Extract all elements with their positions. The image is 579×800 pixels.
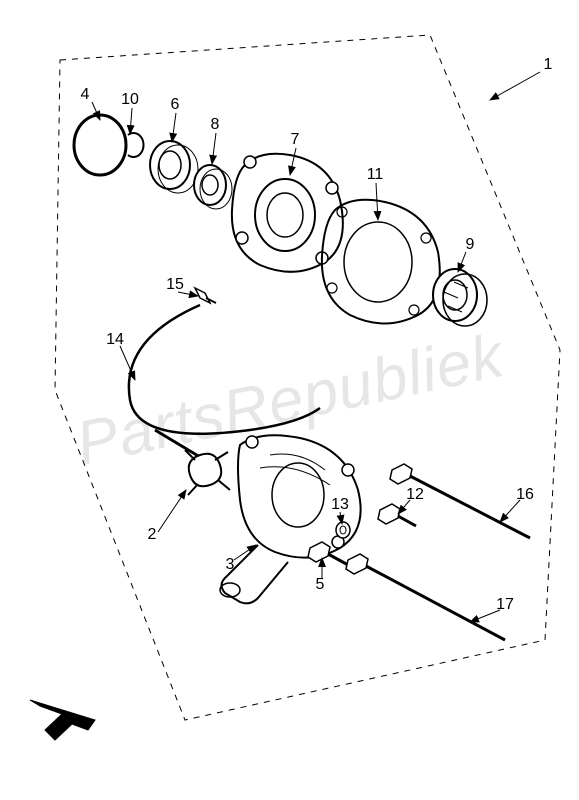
- callout-17: 17: [496, 596, 514, 614]
- part-o-ring: [74, 115, 126, 175]
- callout-15: 15: [166, 276, 184, 294]
- callout-1: 1: [544, 56, 553, 74]
- callout-13: 13: [331, 496, 349, 514]
- part-washer: [336, 522, 350, 538]
- callout-4: 4: [81, 86, 90, 104]
- part-pump-housing: [220, 435, 361, 603]
- callout-3: 3: [226, 556, 235, 574]
- part-bolt-long-lower: [346, 554, 505, 640]
- callout-12: 12: [406, 486, 424, 504]
- view-direction-arrow: [30, 700, 95, 740]
- callout-5: 5: [316, 576, 325, 594]
- callout-7: 7: [291, 131, 300, 149]
- part-breather-bolt: [195, 288, 216, 303]
- part-impeller-shaft: [155, 430, 230, 495]
- part-bolt-short: [378, 504, 416, 526]
- part-hose: [129, 305, 320, 434]
- callout-8: 8: [211, 116, 220, 134]
- callout-14: 14: [106, 331, 124, 349]
- part-seal: [433, 269, 487, 326]
- part-housing-cover: [232, 154, 343, 272]
- callout-16: 16: [516, 486, 534, 504]
- part-clip: [128, 133, 144, 157]
- part-bearing-inner: [194, 165, 232, 209]
- callout-11: 11: [367, 166, 384, 184]
- part-bearing-outer: [150, 141, 198, 193]
- callout-2: 2: [148, 526, 157, 544]
- callout-6: 6: [171, 96, 180, 114]
- callout-9: 9: [466, 236, 475, 254]
- exploded-diagram: [0, 0, 579, 800]
- callout-10: 10: [121, 91, 139, 109]
